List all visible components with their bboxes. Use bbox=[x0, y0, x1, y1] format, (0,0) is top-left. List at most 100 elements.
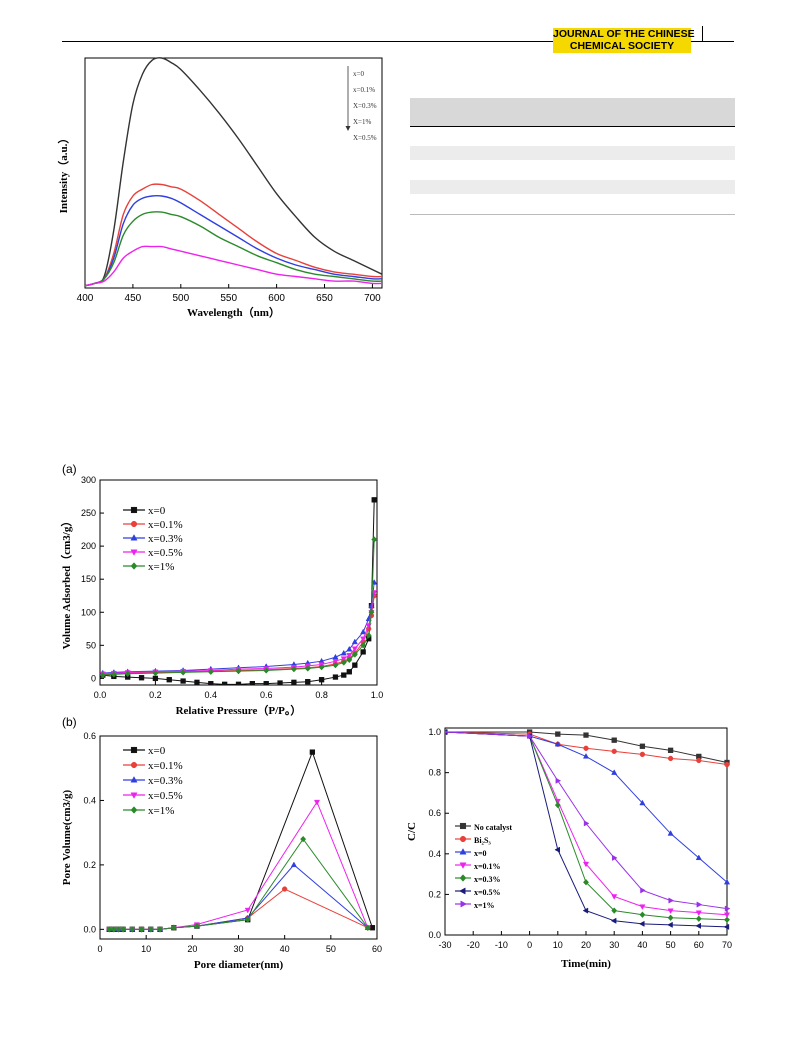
data-point bbox=[291, 679, 297, 685]
data-point bbox=[180, 669, 187, 676]
data-point bbox=[360, 628, 367, 635]
y-tick-label: 0.0 bbox=[83, 924, 96, 934]
x-tick-label: 500 bbox=[172, 293, 189, 304]
legend-label: x=0.1% bbox=[474, 862, 501, 871]
data-point bbox=[207, 668, 214, 676]
x-tick-label: 10 bbox=[141, 944, 151, 954]
data-point bbox=[138, 675, 145, 681]
series-4 bbox=[85, 245, 383, 287]
series-6 bbox=[445, 730, 731, 912]
data-point bbox=[724, 905, 731, 912]
data-point bbox=[180, 678, 186, 684]
data-point bbox=[351, 651, 358, 658]
y-tick-label: 0.6 bbox=[428, 808, 441, 818]
data-point bbox=[724, 916, 730, 924]
data-point bbox=[583, 878, 589, 886]
series-line bbox=[85, 195, 383, 287]
data-point bbox=[611, 748, 617, 754]
data-point bbox=[639, 799, 646, 806]
data-point bbox=[639, 751, 646, 758]
legend-marker bbox=[459, 874, 467, 882]
x-tick-label: 0.0 bbox=[94, 690, 107, 700]
y-tick-label: 0.0 bbox=[428, 930, 441, 940]
x-tick-label: 0.6 bbox=[260, 690, 273, 700]
data-point bbox=[332, 661, 339, 669]
legend-marker bbox=[130, 520, 138, 528]
legend-marker bbox=[130, 534, 138, 541]
legend-marker bbox=[130, 549, 138, 556]
data-point bbox=[695, 910, 702, 917]
data-point bbox=[341, 672, 347, 678]
legend-entry: X=1% bbox=[353, 118, 372, 126]
data-point bbox=[194, 679, 200, 685]
x-tick-label: 700 bbox=[364, 293, 381, 304]
legend-label: x=1% bbox=[148, 561, 174, 573]
series-line bbox=[102, 592, 375, 675]
y-tick-label: 250 bbox=[81, 508, 96, 518]
legend-arrowhead bbox=[345, 126, 351, 131]
header-tick bbox=[702, 26, 703, 41]
data-point bbox=[152, 675, 159, 682]
series-line bbox=[102, 539, 375, 676]
y-tick-label: 0.2 bbox=[428, 889, 441, 899]
data-point bbox=[235, 681, 242, 685]
legend-marker bbox=[460, 900, 467, 908]
data-point bbox=[723, 878, 731, 885]
y-axis-label: Pore Volume(cm3/g) bbox=[61, 789, 73, 885]
legend-entry: X=0.3% bbox=[353, 102, 377, 110]
plot-frame bbox=[84, 57, 383, 289]
x-tick-label: 20 bbox=[187, 944, 197, 954]
data-point bbox=[555, 731, 561, 737]
legend-entry: x=0.1% bbox=[353, 86, 375, 94]
data-point bbox=[304, 665, 311, 672]
x-tick-label: 0.4 bbox=[205, 690, 218, 700]
data-point bbox=[696, 901, 703, 908]
x-tick-label: 550 bbox=[220, 293, 237, 304]
series-4 bbox=[106, 835, 371, 933]
x-tick-label: 0.8 bbox=[315, 690, 328, 700]
data-point bbox=[371, 590, 378, 596]
data-point bbox=[166, 677, 172, 683]
legend-marker bbox=[130, 776, 138, 783]
data-point bbox=[309, 749, 316, 755]
x-tick-label: 60 bbox=[372, 944, 382, 954]
series-2 bbox=[445, 728, 731, 885]
data-point bbox=[110, 671, 117, 678]
data-point bbox=[193, 922, 200, 930]
series-line bbox=[85, 57, 383, 287]
data-point bbox=[555, 777, 562, 784]
data-point bbox=[290, 861, 297, 868]
data-point bbox=[639, 743, 646, 749]
data-point bbox=[106, 926, 113, 933]
x-tick-label: 400 bbox=[77, 293, 94, 304]
data-point bbox=[667, 830, 674, 836]
series-line bbox=[85, 183, 383, 287]
data-point bbox=[340, 656, 347, 662]
y-tick-label: 0.6 bbox=[83, 731, 96, 741]
data-point bbox=[583, 745, 589, 751]
y-axis-label: Volume Adsorbed（cm3/g） bbox=[60, 516, 73, 650]
data-point bbox=[611, 737, 617, 743]
data-point bbox=[110, 926, 117, 933]
pl-spectra-chart: 400 450 500 550 600 650 700 Wavelength（nm） Inten… bbox=[57, 57, 383, 319]
x-tick-label: 30 bbox=[609, 940, 619, 950]
data-point bbox=[724, 761, 730, 768]
legend-label: x=0.5% bbox=[148, 547, 183, 559]
data-point bbox=[360, 649, 366, 655]
legend-marker bbox=[459, 835, 467, 843]
journal-name-line1: JOURNAL OF THE CHINESE bbox=[553, 28, 695, 40]
data-point bbox=[554, 846, 560, 853]
data-point bbox=[696, 757, 702, 764]
panel-label-b: (b) bbox=[62, 715, 77, 729]
data-point bbox=[340, 659, 347, 666]
legend-marker bbox=[130, 806, 138, 814]
legend-label: Bi₂S₃ bbox=[474, 836, 491, 845]
data-point bbox=[368, 609, 375, 616]
data-point bbox=[352, 662, 358, 668]
series-1 bbox=[85, 183, 383, 287]
data-point bbox=[611, 769, 618, 775]
x-tick-label: 40 bbox=[637, 940, 647, 950]
x-tick-label: 50 bbox=[666, 940, 676, 950]
data-point bbox=[360, 636, 367, 643]
data-point bbox=[695, 854, 702, 861]
